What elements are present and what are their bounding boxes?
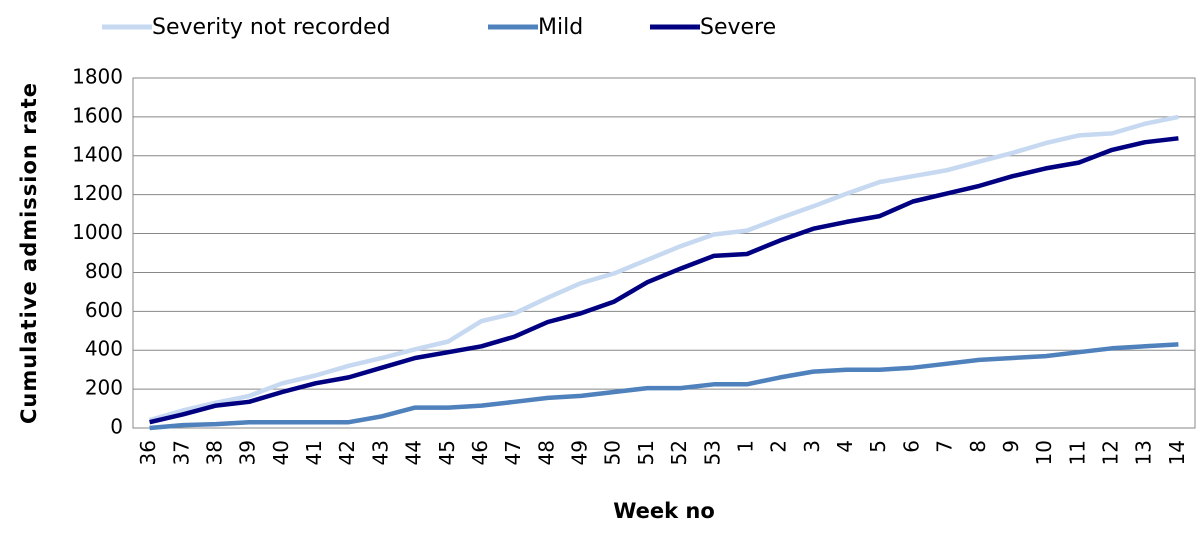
x-tick-label: 52	[667, 440, 691, 465]
y-tick-label: 1400	[72, 142, 123, 166]
series-line	[149, 136, 1179, 425]
x-tick-label: 43	[368, 440, 392, 465]
x-tick-label: 41	[302, 440, 326, 465]
y-tick-label: 400	[85, 337, 123, 361]
x-tick-label: 44	[402, 440, 426, 465]
x-tick-label: 3	[800, 440, 824, 453]
legend-label: Mild	[538, 15, 583, 40]
x-axis-label: Week no	[613, 499, 715, 523]
x-tick-label: 11	[1065, 440, 1089, 465]
x-tick-label: 38	[202, 440, 226, 465]
x-tick-label: 39	[236, 440, 260, 465]
x-tick-label: 47	[501, 440, 525, 465]
x-tick-label: 14	[1165, 440, 1189, 465]
x-tick-label: 6	[899, 440, 923, 453]
x-tick-label: 40	[269, 440, 293, 465]
x-tick-label: 8	[966, 440, 990, 453]
x-tick-label: 46	[468, 440, 492, 465]
x-tick-label: 51	[634, 440, 658, 465]
x-tick-label: 45	[435, 440, 459, 465]
x-tick-label: 9	[999, 440, 1023, 453]
x-tick-label: 13	[1132, 440, 1156, 465]
x-tick-label: 49	[568, 440, 592, 465]
x-tick-label: 4	[833, 440, 857, 453]
x-tick-label: 12	[1099, 440, 1123, 465]
x-tick-label: 1	[733, 440, 757, 453]
y-tick-label: 600	[85, 298, 123, 322]
x-tick-label: 48	[534, 440, 558, 465]
y-tick-label: 1800	[72, 65, 123, 89]
legend-label: Severe	[700, 15, 776, 40]
x-tick-label: 5	[866, 440, 890, 453]
y-tick-label: 200	[85, 376, 123, 400]
plot-border	[132, 77, 1196, 429]
series-line	[148, 114, 1179, 423]
legend-label: Severity not recorded	[152, 15, 391, 40]
y-tick-label: 1600	[72, 103, 123, 127]
x-tick-label: 37	[169, 440, 193, 465]
series-line	[149, 342, 1179, 431]
x-tick-label: 2	[767, 440, 791, 453]
x-tick-label: 42	[335, 440, 359, 465]
y-axis-label: Cumulative admission rate	[17, 82, 41, 424]
x-tick-label: 7	[933, 440, 957, 453]
x-tick-label: 10	[1032, 440, 1056, 465]
y-tick-label: 0	[110, 415, 123, 439]
x-tick-label: 50	[601, 440, 625, 465]
x-tick-label: 53	[700, 440, 724, 465]
x-tick-label: 36	[136, 440, 160, 465]
y-tick-label: 1000	[72, 220, 123, 244]
y-tick-label: 800	[85, 259, 123, 283]
y-tick-label: 1200	[72, 181, 123, 205]
